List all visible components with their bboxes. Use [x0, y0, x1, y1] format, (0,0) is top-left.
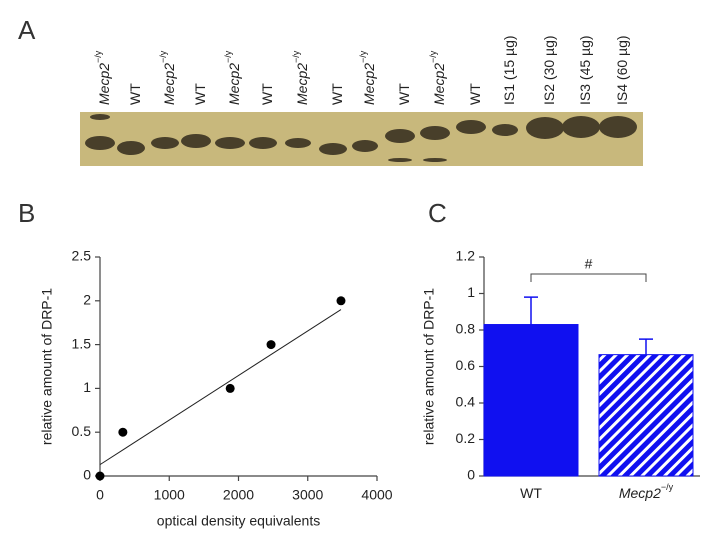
- error-bar: [524, 296, 538, 325]
- lane-label-sup: −/y: [223, 50, 233, 63]
- lane-label-base: WT: [259, 83, 275, 105]
- bar: [598, 354, 694, 477]
- y-tick-label: 1: [83, 379, 91, 395]
- lane-label-sup: −/y: [358, 50, 368, 63]
- y-tick-label: 0: [83, 467, 91, 483]
- lane-label-sup: −/y: [291, 50, 301, 63]
- y-tick-label: 2.5: [72, 248, 92, 264]
- blot: [80, 112, 643, 166]
- lane-label-base: IS3 (45 µg): [577, 35, 593, 105]
- y-tick-label: 0: [467, 467, 475, 483]
- panel-label: C: [428, 198, 447, 228]
- bar: [483, 324, 579, 477]
- point: [95, 471, 105, 481]
- lane-label-base: IS1 (15 µg): [501, 35, 517, 105]
- point: [118, 427, 128, 437]
- y-tick-label: 1.2: [456, 248, 476, 264]
- lane-label: WT: [192, 83, 208, 105]
- x-tick-label-base: WT: [520, 485, 542, 501]
- annotation: #: [585, 256, 593, 272]
- x-tick-label-sup: −/y: [661, 482, 674, 492]
- x-axis-label: optical density equivalents: [157, 513, 320, 529]
- lane-label: WT: [396, 83, 412, 105]
- y-tick-label: 2: [83, 292, 91, 308]
- y-tick-label: 0.4: [456, 394, 476, 410]
- lane-label: Mecp2−/y: [428, 50, 446, 105]
- x-tick-label: 0: [96, 487, 104, 503]
- lane-label-sup: −/y: [93, 50, 103, 63]
- x-tick-label: 4000: [361, 487, 392, 503]
- lane-label-base: WT: [127, 83, 143, 105]
- y-tick-label: 1: [467, 284, 475, 300]
- lane-label: Mecp2−/y: [223, 50, 241, 105]
- lane-label: IS4 (60 µg): [614, 35, 630, 105]
- lane-labels: Mecp2−/yWT Mecp2−/yWT Mecp2−/yWT Mecp2−/yWT…: [93, 35, 629, 105]
- lane-label-base: Mecp2: [226, 63, 242, 105]
- y-axis-label: relative amount of DRP-1: [39, 288, 55, 445]
- lane-label-base: IS2 (30 µg): [541, 35, 557, 105]
- lane-label-base: Mecp2: [431, 63, 447, 105]
- point: [336, 296, 346, 306]
- lane-label-base: Mecp2: [294, 63, 310, 105]
- y-tick-label: 0.6: [456, 357, 476, 373]
- lane-label: Mecp2−/y: [291, 50, 309, 105]
- lane-label-base: WT: [192, 83, 208, 105]
- lane-label-base: Mecp2: [161, 63, 177, 105]
- x-tick-label: 2000: [223, 487, 254, 503]
- x-tick-label: WT: [520, 485, 542, 501]
- lane-label-base: WT: [396, 83, 412, 105]
- point: [225, 383, 235, 393]
- lane-label-base: WT: [467, 83, 483, 105]
- lane-label-sup: −/y: [158, 50, 168, 63]
- y-tick-label: 0.5: [72, 423, 92, 439]
- lane-label-base: WT: [329, 83, 345, 105]
- error-bar: [639, 338, 653, 355]
- lane-label: IS3 (45 µg): [577, 35, 593, 105]
- y-tick-label: 0.2: [456, 430, 476, 446]
- x-tick-label: Mecp2−/y: [619, 482, 674, 500]
- panel-label: A: [18, 15, 36, 45]
- lane-label: WT: [329, 83, 345, 105]
- lane-label-sup: −/y: [428, 50, 438, 63]
- x-tick-label: 1000: [154, 487, 185, 503]
- y-axis-label: relative amount of DRP-1: [421, 288, 437, 445]
- trendline: [99, 309, 342, 466]
- lane-label-base: Mecp2: [96, 63, 112, 105]
- lane-label: WT: [127, 83, 143, 105]
- lane-label: Mecp2−/y: [93, 50, 111, 105]
- lane-label: Mecp2−/y: [158, 50, 176, 105]
- x-tick-label-base: Mecp2: [619, 485, 661, 501]
- lane-label: WT: [259, 83, 275, 105]
- lane-label: IS1 (15 µg): [501, 35, 517, 105]
- significance-bracket: [530, 273, 647, 282]
- blot-bands: [85, 114, 637, 162]
- x-tick-label: 3000: [292, 487, 323, 503]
- y-tick-label: 0.8: [456, 321, 476, 337]
- panel-label: B: [18, 198, 35, 228]
- lane-label: IS2 (30 µg): [541, 35, 557, 105]
- lane-label-base: Mecp2: [361, 63, 377, 105]
- y-tick-label: 1.5: [72, 335, 92, 351]
- lane-label: WT: [467, 83, 483, 105]
- point: [266, 340, 276, 350]
- lane-label: Mecp2−/y: [358, 50, 376, 105]
- lane-label-base: IS4 (60 µg): [614, 35, 630, 105]
